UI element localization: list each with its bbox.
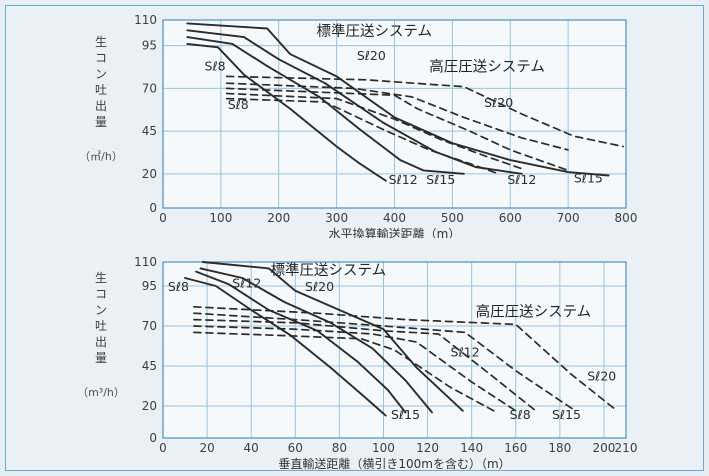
x-tick-label: 500: [441, 211, 464, 225]
x-tick-label: 700: [557, 211, 580, 225]
standard-line-2: [186, 29, 523, 175]
y-tick-label: 20: [142, 399, 157, 413]
x-tick-label: 40: [244, 441, 259, 455]
x-tick-label: 20: [199, 441, 214, 455]
x-tick-label: 60: [288, 441, 303, 455]
y-axis-unit: （㎥/h）: [79, 150, 123, 163]
y-tick-label: 70: [142, 81, 157, 95]
y-tick-label: 70: [142, 319, 157, 333]
pipe-size-label: Sℓ20: [357, 48, 386, 63]
x-tick-label: 300: [325, 211, 348, 225]
standard-line-1: [186, 22, 610, 177]
y-tick-label: 110: [134, 13, 157, 27]
x-tick-label: 160: [504, 441, 527, 455]
high-pressure-line-9: [193, 331, 495, 412]
y-tick-label: 0: [149, 201, 157, 215]
chart-horizontal-distance: 0 100 200 300 400 500 600 700 800 0 20 45 70 95 110 標準圧…: [79, 13, 638, 238]
pipe-size-label: Sℓ15: [552, 407, 581, 422]
y-tick-label: 45: [142, 359, 157, 373]
y-tick-label: 95: [142, 39, 157, 53]
high-pressure-line-8: [225, 92, 523, 170]
pipe-size-label: Sℓ20: [305, 279, 334, 294]
pipe-size-label: Sℓ15: [574, 170, 603, 185]
y-axis-unit: （m³/h）: [77, 386, 125, 399]
high-pressure-line-8: [193, 325, 517, 412]
pipe-size-label: Sℓ15: [391, 407, 420, 422]
high-pressure-line-7: [193, 318, 539, 414]
pipe-size-label: Sℓ12: [507, 172, 536, 187]
high-pressure-line-6: [225, 82, 569, 151]
pipe-size-label: Sℓ12: [451, 344, 480, 359]
pipe-size-label: Sℓ20: [484, 95, 513, 110]
pipe-size-label: Sℓ15: [426, 172, 455, 187]
x-axis-label: 水平換算輸送距離（m）: [329, 226, 461, 238]
plot-frame: [162, 261, 627, 439]
x-tick-label: 0: [159, 441, 167, 455]
x-tick-label: 80: [332, 441, 347, 455]
pipe-size-label: Sℓ8: [510, 407, 531, 422]
x-tick-label: 140: [460, 441, 483, 455]
x-tick-label: 100: [209, 211, 232, 225]
pipe-size-label: Sℓ8: [205, 58, 226, 73]
y-tick-label: 95: [142, 279, 157, 293]
x-tick-label: 800: [615, 211, 638, 225]
x-tick-label: 200: [592, 441, 615, 455]
high-pressure-line-5: [225, 75, 624, 148]
high-pressure-line-6: [193, 312, 577, 412]
x-tick-label: 400: [383, 211, 406, 225]
x-tick-label: 210: [615, 441, 638, 455]
system-title: 標準圧送システム: [271, 262, 387, 279]
y-tick-label: 110: [134, 255, 157, 269]
standard-line-1: [201, 261, 464, 412]
x-tick-label: 100: [372, 441, 395, 455]
system-title: 高圧圧送システム: [429, 58, 545, 75]
pipe-size-label: Sℓ12: [232, 276, 261, 291]
chart-vertical-distance: 0 20 40 60 80 100 120 140 160 180 200 210 0 20 45 70 95 1…: [77, 255, 638, 470]
system-title: 標準圧送システム: [316, 23, 432, 40]
x-tick-label: 120: [416, 441, 439, 455]
pipe-size-label: Sℓ8: [168, 279, 189, 294]
plot-frame: [162, 19, 627, 209]
x-tick-label: 180: [548, 441, 571, 455]
high-pressure-line-7: [225, 87, 569, 172]
standard-line-4: [186, 42, 387, 182]
high-pressure-line-9: [225, 97, 500, 175]
x-axis-label: 垂直輸送距離（横引き100mを含む）（m）: [278, 456, 510, 470]
y-axis-label: 生コン吐出量: [95, 271, 107, 365]
y-tick-label: 45: [142, 124, 157, 138]
high-pressure-line-5: [193, 305, 616, 411]
y-tick-label: 20: [142, 167, 157, 181]
x-tick-label: 200: [267, 211, 290, 225]
y-tick-label: 0: [149, 431, 157, 445]
x-tick-label: 0: [159, 211, 167, 225]
standard-line-3: [186, 36, 465, 175]
x-tick-label: 600: [499, 211, 522, 225]
pipe-size-label: Sℓ8: [228, 97, 249, 112]
figure-frame: 0 100 200 300 400 500 600 700 800 0 20 45 70 95 110 標準圧…: [5, 5, 704, 471]
pipe-size-label: Sℓ20: [587, 368, 616, 383]
y-axis-label: 生コン吐出量: [95, 35, 107, 129]
pipe-size-label: Sℓ12: [389, 172, 418, 187]
system-title: 高圧圧送システム: [476, 303, 592, 320]
